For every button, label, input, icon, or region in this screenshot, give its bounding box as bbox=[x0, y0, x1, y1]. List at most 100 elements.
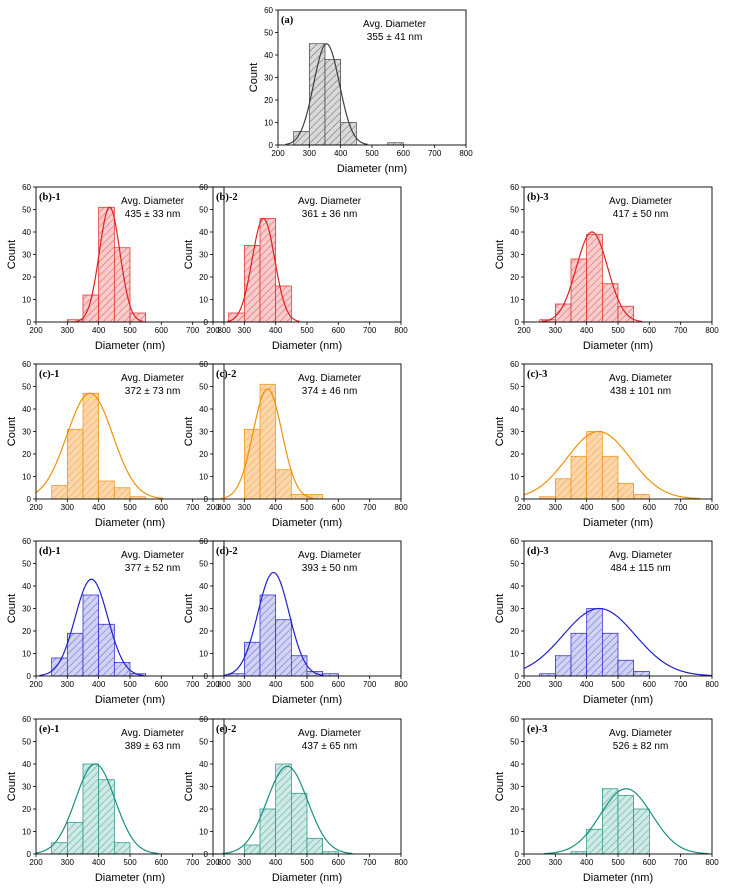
annotation-title: Avg. Diameter bbox=[121, 728, 185, 739]
x-tick-label: 700 bbox=[363, 858, 377, 867]
x-tick-label: 700 bbox=[363, 326, 377, 335]
y-tick-label: 60 bbox=[510, 715, 519, 724]
histogram-bar bbox=[275, 285, 292, 323]
y-tick-label: 0 bbox=[204, 495, 209, 504]
y-axis-label: Count bbox=[183, 772, 195, 801]
x-tick-label: 500 bbox=[365, 149, 379, 158]
histogram-bar bbox=[570, 258, 588, 323]
y-tick-label: 60 bbox=[22, 360, 31, 369]
y-tick-label: 30 bbox=[22, 251, 31, 260]
x-axis-label: Diameter (nm) bbox=[583, 694, 653, 706]
annotation-value: 393 ± 50 nm bbox=[302, 563, 358, 574]
y-tick-label: 60 bbox=[510, 360, 519, 369]
histogram-bar bbox=[113, 247, 131, 323]
panel-label: (a) bbox=[281, 15, 294, 26]
y-axis-label: Count bbox=[183, 594, 195, 623]
y-tick-label: 40 bbox=[22, 582, 31, 591]
y-tick-label: 60 bbox=[22, 537, 31, 546]
y-tick-label: 20 bbox=[22, 627, 31, 636]
histogram-bar bbox=[601, 455, 619, 500]
x-tick-label: 200 bbox=[206, 503, 220, 512]
chart-panel-a: 200 300 400 500 600 700 800 0 10 20 30 40 50 60 Diamet… bbox=[248, 6, 473, 175]
x-tick-label: 400 bbox=[580, 503, 594, 512]
y-axis-label: Count bbox=[6, 240, 18, 269]
x-tick-label: 800 bbox=[394, 326, 408, 335]
y-tick-label: 0 bbox=[515, 672, 520, 681]
x-tick-label: 300 bbox=[549, 680, 563, 689]
x-tick-label: 400 bbox=[269, 503, 283, 512]
panel-label: (d)-2 bbox=[216, 546, 238, 557]
histogram-bar bbox=[290, 792, 308, 855]
chart-panel-e3: 200 300 400 500 600 700 800 0 10 20 30 40 50 60 Diamet… bbox=[494, 715, 719, 884]
annotation-title: Avg. Diameter bbox=[298, 196, 362, 207]
histogram-bar bbox=[275, 619, 292, 677]
histogram-bar bbox=[633, 494, 650, 500]
histogram-bar bbox=[601, 632, 619, 677]
y-tick-label: 60 bbox=[199, 183, 208, 192]
x-tick-label: 600 bbox=[643, 326, 657, 335]
x-tick-label: 300 bbox=[549, 858, 563, 867]
y-tick-label: 10 bbox=[510, 650, 519, 659]
y-tick-label: 60 bbox=[264, 6, 273, 15]
y-tick-label: 10 bbox=[510, 473, 519, 482]
x-tick-label: 200 bbox=[517, 326, 531, 335]
x-axis-label: Diameter (nm) bbox=[272, 517, 342, 529]
chart-panel-b1: 200 300 400 500 600 700 8000102030405060Diamet… bbox=[6, 183, 231, 352]
y-tick-label: 10 bbox=[199, 296, 208, 305]
x-tick-label: 300 bbox=[61, 858, 75, 867]
x-tick-label: 500 bbox=[123, 680, 137, 689]
panel-label: (d)-3 bbox=[527, 546, 549, 557]
chart-panel-c2: 200 300 400 500 600 700 800 0 10 20 30 40 50 60 Diamet… bbox=[183, 360, 408, 529]
histogram-bar bbox=[617, 482, 635, 500]
gaussian-fit-line bbox=[523, 430, 700, 500]
x-tick-label: 800 bbox=[217, 326, 231, 335]
y-tick-label: 50 bbox=[199, 560, 208, 569]
y-tick-label: 0 bbox=[515, 850, 520, 859]
annotation-value: 437 ± 65 nm bbox=[302, 741, 358, 752]
panel-label: (c)-1 bbox=[39, 369, 59, 380]
y-tick-label: 50 bbox=[22, 383, 31, 392]
x-tick-label: 200 bbox=[517, 503, 531, 512]
y-tick-label: 20 bbox=[22, 805, 31, 814]
histogram-bar bbox=[586, 233, 603, 323]
x-axis-label: Diameter (nm) bbox=[583, 340, 653, 352]
chart-panel-e1: 200 300 400 500 600 700 8000102030405060Diamet… bbox=[6, 715, 231, 884]
y-tick-label: 10 bbox=[264, 119, 273, 128]
x-tick-label: 400 bbox=[580, 858, 594, 867]
y-tick-label: 20 bbox=[22, 450, 31, 459]
y-tick-label: 20 bbox=[199, 805, 208, 814]
x-tick-label: 700 bbox=[674, 680, 688, 689]
x-tick-label: 800 bbox=[705, 680, 719, 689]
annotation-value: 417 ± 50 nm bbox=[613, 209, 669, 220]
y-tick-label: 0 bbox=[27, 495, 32, 504]
x-tick-label: 200 bbox=[271, 149, 285, 158]
gaussian-fit-line bbox=[76, 206, 143, 322]
annotation-value: 361 ± 36 nm bbox=[302, 209, 358, 220]
y-tick-label: 20 bbox=[510, 273, 519, 282]
y-tick-label: 40 bbox=[510, 405, 519, 414]
y-tick-label: 30 bbox=[22, 605, 31, 614]
x-tick-label: 500 bbox=[123, 326, 137, 335]
y-tick-label: 0 bbox=[27, 672, 32, 681]
y-tick-label: 50 bbox=[22, 560, 31, 569]
x-tick-label: 700 bbox=[186, 680, 200, 689]
histogram-bar bbox=[113, 487, 131, 500]
chart-panel-b3: 200 300 400 500 600 700 800 0 10 20 30 40 50 60 Diamet… bbox=[494, 183, 719, 352]
histogram-bar bbox=[306, 837, 324, 855]
histogram-bar bbox=[243, 641, 261, 677]
x-tick-label: 700 bbox=[674, 326, 688, 335]
x-tick-label: 300 bbox=[61, 680, 75, 689]
annotation-title: Avg. Diameter bbox=[121, 550, 185, 561]
histogram-bar bbox=[617, 795, 635, 855]
gaussian-fit-line bbox=[227, 217, 300, 322]
x-tick-label: 300 bbox=[238, 858, 252, 867]
y-axis-label: Count bbox=[6, 594, 18, 623]
x-tick-label: 500 bbox=[123, 503, 137, 512]
histogram-bar bbox=[113, 842, 131, 855]
annotation-title: Avg. Diameter bbox=[121, 373, 185, 384]
y-axis-label: Count bbox=[248, 63, 260, 92]
y-tick-label: 10 bbox=[199, 828, 208, 837]
x-tick-label: 200 bbox=[206, 680, 220, 689]
y-tick-label: 40 bbox=[510, 228, 519, 237]
y-axis-label: Count bbox=[183, 240, 195, 269]
